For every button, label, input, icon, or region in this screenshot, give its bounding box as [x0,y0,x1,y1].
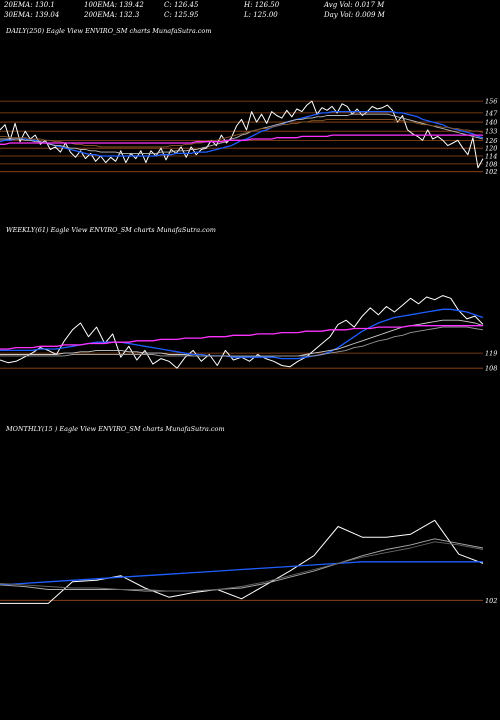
monthly-series-ma_short [0,561,483,586]
monthly-series-price [0,519,484,604]
stat-high: H: 126.50 [244,1,280,9]
monthly-chart: 102 [0,519,497,605]
weekly-series-ma_long [0,326,484,357]
daily-level-label: 102 [485,168,497,176]
weekly-level-label: 119 [485,350,497,358]
weekly-chart: 119 108 [0,295,497,373]
weekly-level-label: 108 [485,365,497,373]
stat-100ema: 100EMA: 139.42 [84,1,144,9]
daily-level-label: 120 [485,145,497,153]
stat-close-1: C: 126.45 [164,1,199,9]
stat-200ema: 200EMA: 132.3 [84,11,140,19]
daily-panel-label: DAILY(250) Eagle View ENVIRO_SM charts M… [6,27,212,35]
weekly-series-ma_200 [0,325,483,350]
daily-series-ma_mid [0,113,484,154]
monthly-level-label: 102 [485,597,497,605]
daily-level-label: 147 [485,109,498,117]
weekly-panel-label: WEEKLY(61) Eagle View ENVIRO_SM charts M… [6,226,216,234]
stat-avg-vol: Avg Vol: 0.017 M [324,1,385,9]
daily-level-label: 114 [485,153,497,161]
daily-level-label: 140 [485,119,497,127]
weekly-series-ma_short [0,308,484,360]
stat-close-2: C: 125.95 [164,11,199,19]
daily-level-label: 133 [485,128,497,136]
stat-20ema: 20EMA: 130.1 [4,1,55,9]
daily-series-ma_long [0,118,484,148]
daily-level-label: 156 [485,98,497,106]
monthly-panel-label: MONTHLY(15 ) Eagle View ENVIRO_SM charts… [6,425,225,433]
header-stats: 20EMA: 130.1 100EMA: 139.42 C: 126.45 H:… [4,0,496,22]
monthly-series-ma_mid [0,538,484,592]
daily-series-price [0,100,484,169]
stat-30ema: 30EMA: 139.04 [4,11,60,19]
daily-level-label: 126 [485,137,497,145]
stat-low: L: 125.00 [244,11,278,19]
stat-day-vol: Day Vol: 0.009 M [324,11,385,19]
daily-level-label: 108 [485,160,497,168]
monthly-series-ma_long [0,541,484,592]
daily-series-ma_200 [0,134,483,145]
